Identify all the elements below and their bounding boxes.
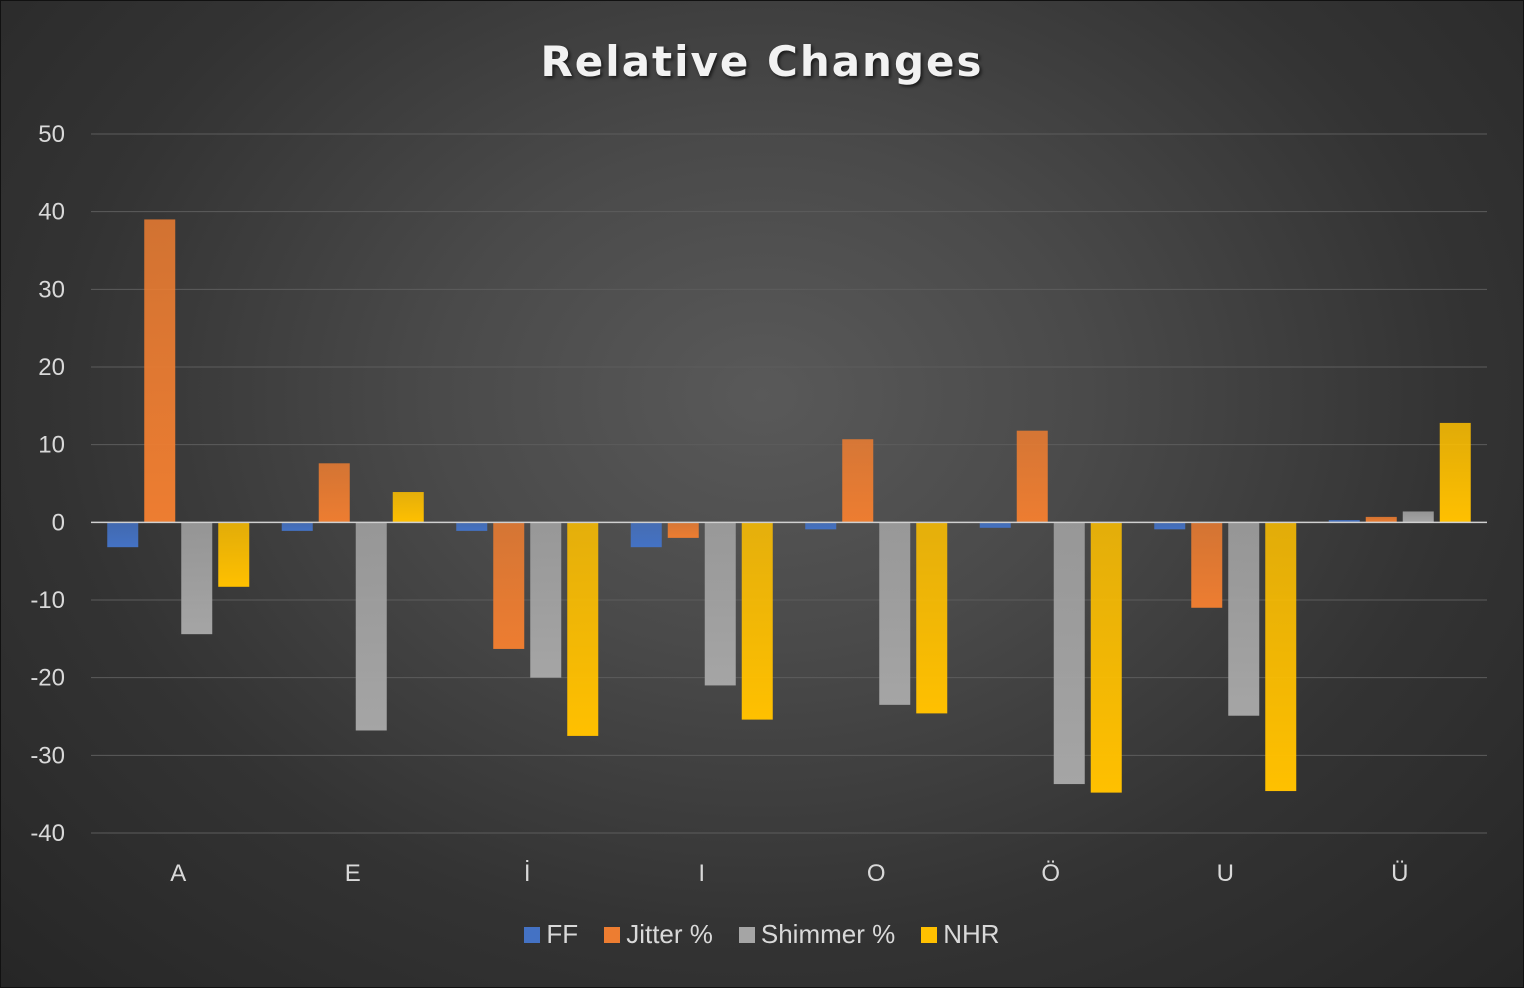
bar [181, 522, 213, 635]
bar [916, 522, 948, 714]
bar [530, 522, 562, 678]
x-tick-label: O [867, 860, 886, 887]
bar [1191, 522, 1223, 608]
x-tick-label: A [170, 860, 186, 887]
y-tick-label: 20 [38, 354, 65, 381]
bar [281, 522, 313, 531]
y-tick-label: -30 [30, 742, 65, 769]
y-tick-label: 30 [38, 276, 65, 303]
legend-item: Jitter % [604, 919, 713, 950]
bar [493, 522, 525, 649]
bar [355, 522, 387, 731]
legend-item: Shimmer % [738, 919, 896, 950]
bar [842, 439, 874, 523]
bar [879, 522, 911, 705]
y-tick-label: 10 [38, 432, 65, 459]
bar [1053, 522, 1085, 785]
y-tick-label: 50 [38, 121, 65, 148]
legend-label: FF [546, 919, 579, 949]
legend-item: FF [524, 919, 578, 950]
bar [1265, 522, 1297, 792]
x-tick-label: Ü [1391, 860, 1408, 887]
legend-swatch [604, 926, 621, 943]
x-tick-label: Ö [1041, 860, 1060, 887]
bar [456, 522, 488, 531]
bar [630, 522, 662, 548]
bar [144, 219, 176, 523]
bar [107, 522, 139, 548]
bar [1154, 522, 1186, 530]
y-tick-label: -10 [30, 587, 65, 614]
y-tick-label: 40 [38, 199, 65, 226]
legend-label: Shimmer % [760, 919, 896, 949]
bar [218, 522, 250, 587]
x-tick-label: U [1217, 860, 1234, 887]
bar [1402, 511, 1434, 523]
legend-swatch [921, 926, 938, 943]
bar [1439, 422, 1471, 523]
y-tick-label: -40 [30, 820, 65, 847]
chart-legend: FF Jitter % Shimmer % NHR [1, 919, 1523, 950]
bar [667, 522, 699, 538]
bar [392, 492, 424, 523]
bar [704, 522, 736, 686]
bar [1016, 430, 1048, 523]
legend-label: Jitter % [626, 919, 713, 949]
chart-title: Relative Changes [540, 37, 984, 86]
y-tick-label: 0 [52, 509, 65, 536]
bar [1090, 522, 1122, 793]
x-tick-label: İ [524, 860, 531, 887]
bar [1228, 522, 1260, 716]
bar [805, 522, 837, 530]
x-tick-label: I [698, 860, 705, 887]
bar [567, 522, 599, 736]
bar [1328, 520, 1360, 523]
legend-item: NHR [921, 919, 1000, 950]
x-tick-label: E [345, 860, 361, 887]
y-tick-label: -20 [30, 665, 65, 692]
legend-label: NHR [943, 919, 1000, 949]
bar [741, 522, 773, 720]
legend-swatch [524, 926, 541, 943]
bar [979, 522, 1011, 528]
bar [318, 463, 350, 523]
bar [1365, 516, 1397, 523]
legend-swatch [738, 926, 755, 943]
